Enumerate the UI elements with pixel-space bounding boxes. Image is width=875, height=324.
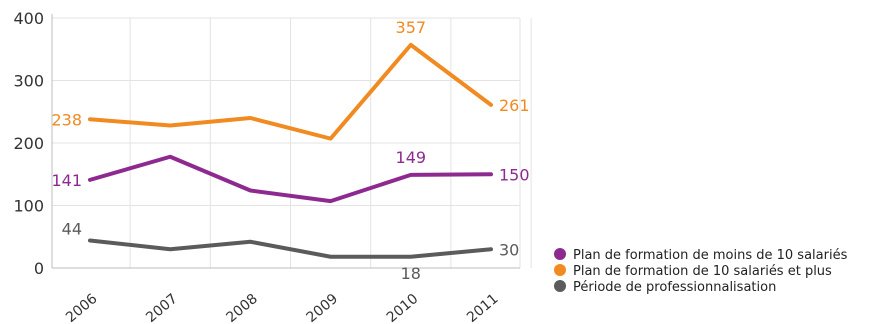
x-tick-label: 2006 <box>63 291 101 324</box>
axes <box>51 14 520 269</box>
data-labels: 141 149 150 238 357 261 44 18 30 <box>51 18 529 283</box>
data-label: 238 <box>51 110 82 129</box>
data-label: 357 <box>396 18 427 37</box>
legend-label: Plan de formation de moins de 10 salarié… <box>573 248 848 263</box>
x-tick-label: 2010 <box>384 291 422 324</box>
x-tick-label: 2011 <box>464 291 502 324</box>
x-axis-ticks: 2006 2007 2008 2009 2010 2011 <box>63 291 502 324</box>
x-tick-label: 2009 <box>304 291 342 324</box>
data-label: 18 <box>401 264 421 283</box>
legend-swatch <box>554 280 566 292</box>
y-tick-label: 300 <box>13 72 44 91</box>
legend: Plan de formation de moins de 10 salarié… <box>554 248 848 295</box>
x-tick-label: 2007 <box>143 291 181 324</box>
y-tick-label: 200 <box>13 134 44 153</box>
data-label: 149 <box>396 148 427 167</box>
y-tick-label: 400 <box>13 9 44 28</box>
series-line-3 <box>88 238 493 259</box>
y-axis-ticks: 0 100 200 300 400 <box>13 9 44 278</box>
legend-swatch <box>554 248 566 260</box>
data-label: 150 <box>499 165 530 184</box>
series-line-2 <box>88 42 493 141</box>
data-label: 30 <box>499 240 519 259</box>
x-tick-label: 2008 <box>223 291 261 324</box>
y-tick-label: 0 <box>34 259 44 278</box>
series-line-1 <box>88 154 493 204</box>
legend-swatch <box>554 264 566 276</box>
data-label: 141 <box>51 171 82 190</box>
y-tick-label: 100 <box>13 197 44 216</box>
data-label: 44 <box>62 220 82 239</box>
data-label: 261 <box>499 96 530 115</box>
grid-lines <box>52 17 532 268</box>
series-lines <box>88 42 493 259</box>
legend-label: Période de professionnalisation <box>573 280 776 295</box>
legend-label: Plan de formation de 10 salariés et plus <box>573 264 832 279</box>
